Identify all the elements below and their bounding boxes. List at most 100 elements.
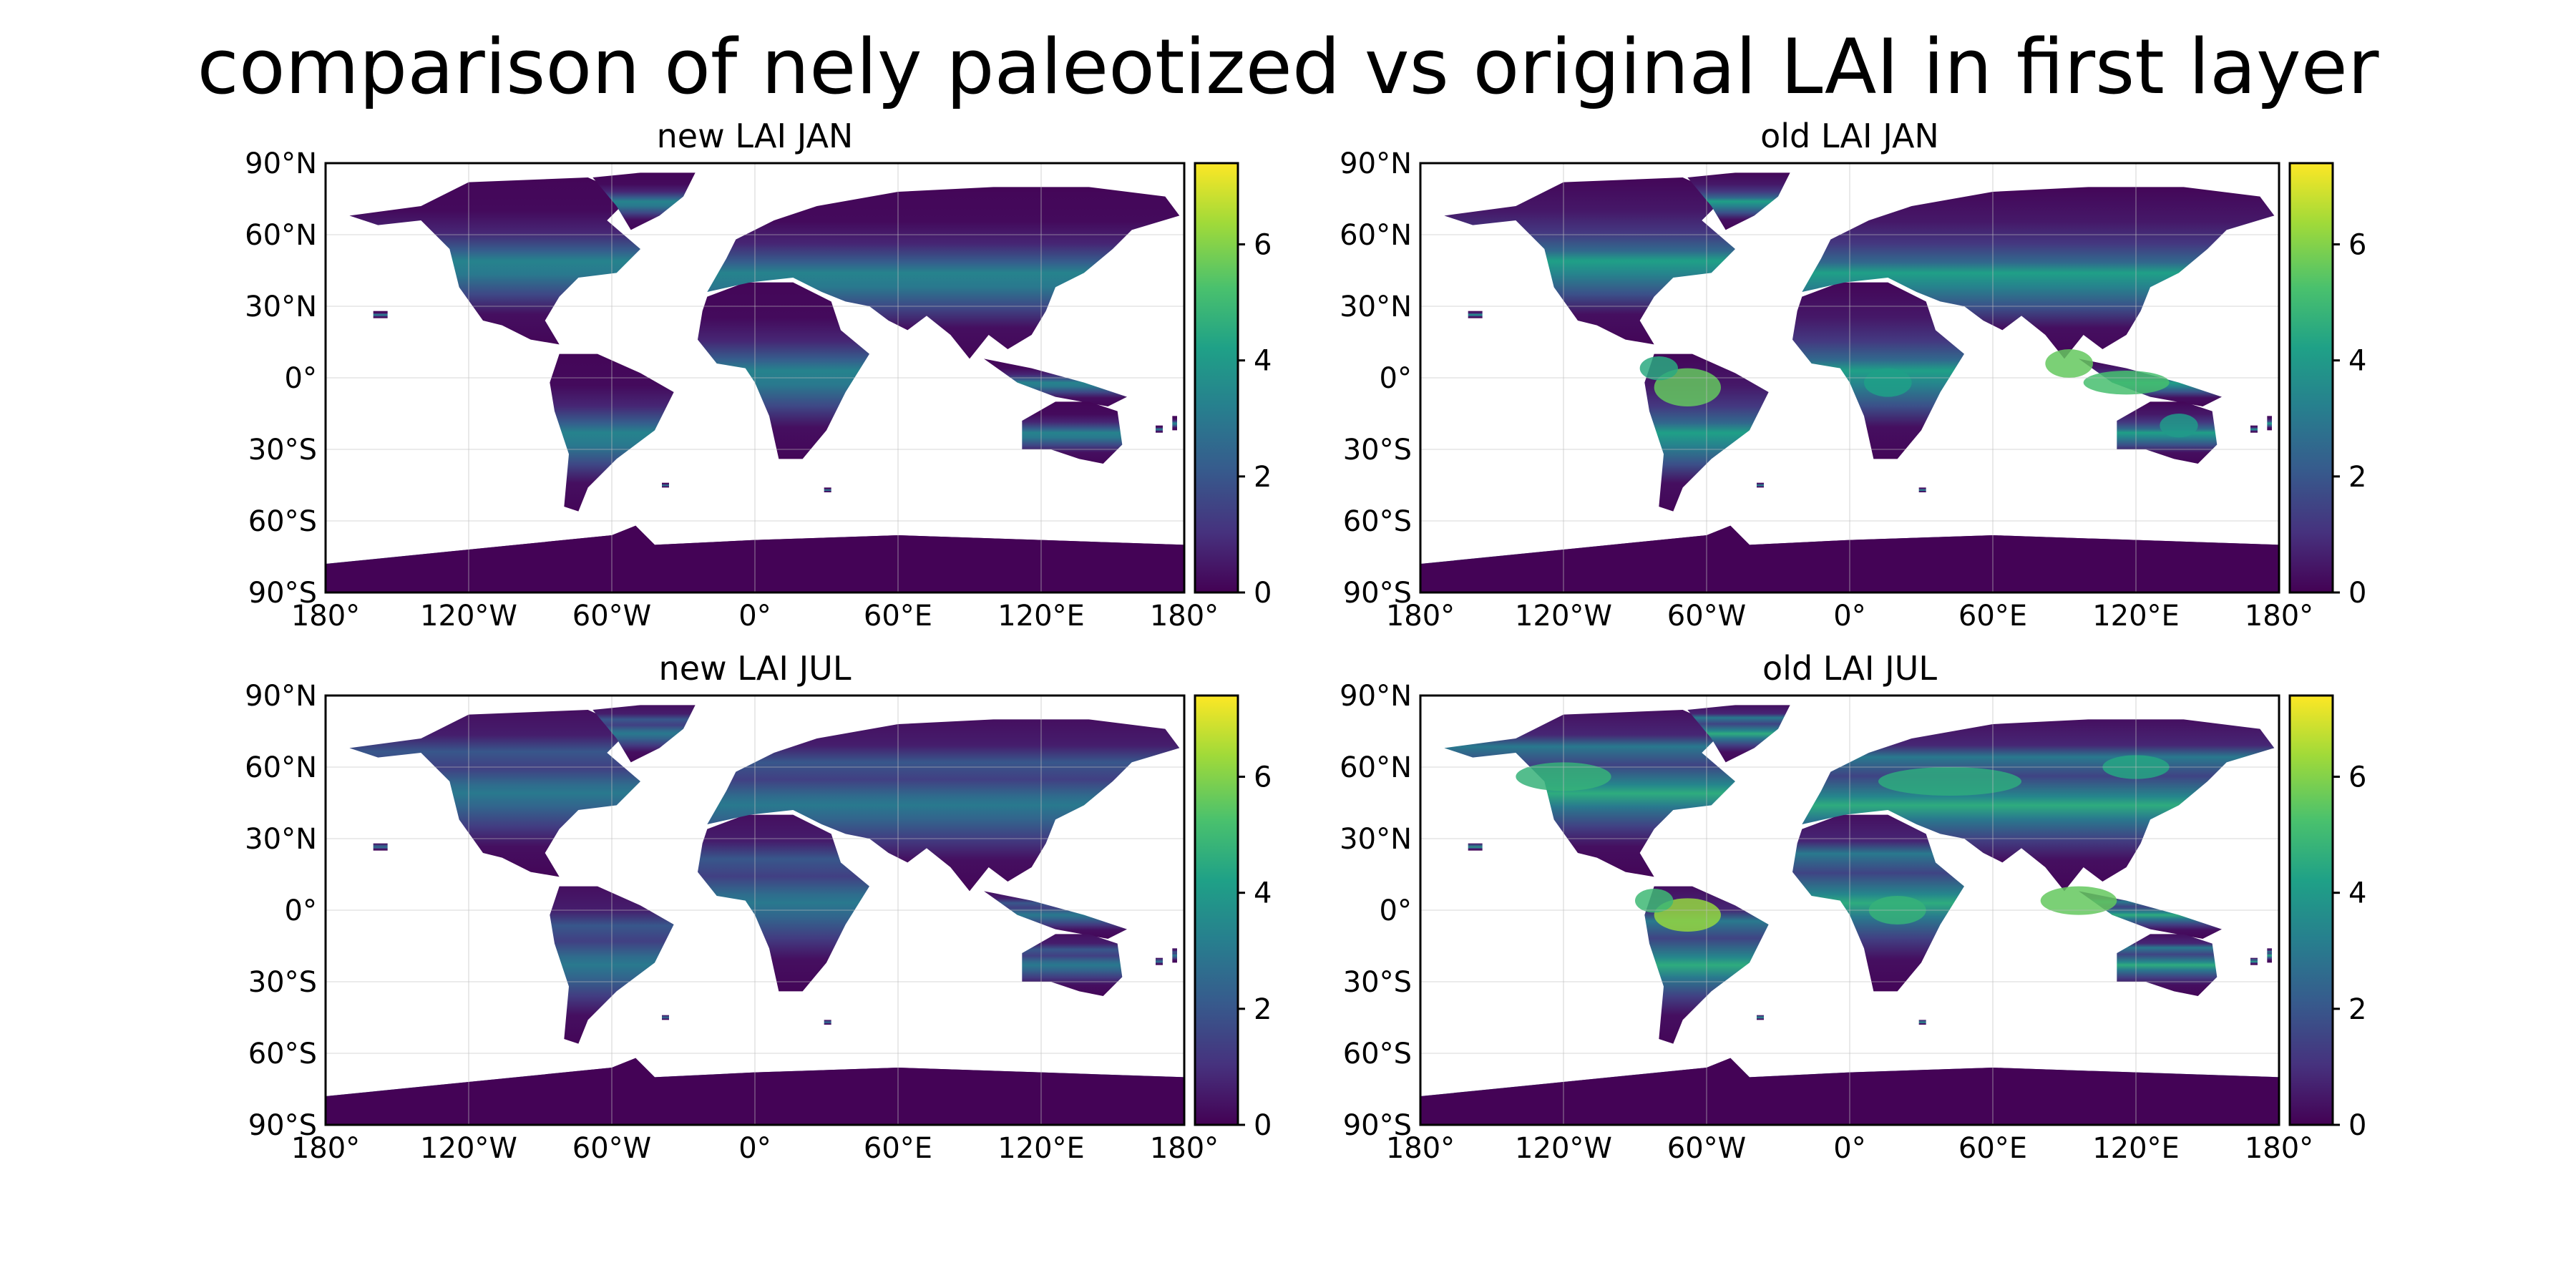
lat-tick-label: 90°N (245, 147, 317, 180)
lai-field (1420, 696, 2279, 1125)
colorbar-tick-label: 2 (1254, 993, 1272, 1026)
high-lai-patch (2160, 414, 2198, 438)
lon-tick-label: 120°E (997, 600, 1085, 633)
lat-tick-label: 0° (1380, 362, 1412, 395)
map-frame (1419, 694, 2280, 1126)
lat-tick-label: 30°S (1343, 434, 1412, 467)
lon-tick-label: 120°W (1515, 1132, 1612, 1165)
colorbar-tick-label: 2 (2348, 993, 2366, 1026)
lat-tick-label: 30°S (1343, 966, 1412, 999)
lat-tick-label: 30°N (245, 291, 317, 323)
colorbar-tick-label: 0 (1254, 1109, 1272, 1142)
lon-tick-label: 120°E (2092, 600, 2180, 633)
colorbar-tick-label: 6 (1254, 229, 1272, 262)
lai-field (326, 163, 1184, 592)
lon-tick-label: 60°E (864, 600, 932, 633)
lon-tick-label: 180° (2245, 600, 2313, 633)
high-lai-patch (1864, 368, 1912, 397)
colorbar-tick-label: 0 (2348, 1109, 2366, 1142)
lat-tick-label: 60°N (1340, 751, 1412, 784)
lat-tick-label: 90°N (1340, 680, 1412, 713)
lat-tick-label: 30°N (1340, 823, 1412, 856)
lat-tick-label: 30°S (248, 966, 317, 999)
map-panel: new LAI JAN90°N60°N30°N0°30°S60°S90°S180… (245, 117, 1272, 633)
high-lai-patch (2040, 886, 2117, 915)
lat-tick-label: 30°S (248, 434, 317, 467)
high-lai-patch (2045, 349, 2093, 378)
colorbar-tick-label: 4 (2348, 877, 2366, 910)
panel-title: old LAI JAN (1760, 117, 1939, 155)
lon-tick-label: 60°E (864, 1132, 932, 1165)
lat-tick-label: 30°N (1340, 291, 1412, 323)
lat-tick-label: 60°N (1340, 219, 1412, 252)
lon-tick-label: 120°E (2092, 1132, 2180, 1165)
lon-tick-label: 180° (1386, 600, 1455, 633)
lon-tick-label: 60°E (1958, 600, 2027, 633)
colorbar-tick-label: 6 (2348, 229, 2366, 262)
lat-tick-label: 90°N (245, 680, 317, 713)
lon-tick-label: 60°W (572, 600, 651, 633)
lon-tick-label: 180° (291, 600, 360, 633)
high-lai-patch (1878, 767, 2021, 796)
lon-tick-label: 180° (2245, 1132, 2313, 1165)
colorbar-tick-label: 4 (1254, 877, 1272, 910)
lon-tick-label: 120°W (420, 600, 517, 633)
map-frame (1419, 162, 2280, 594)
lon-tick-label: 0° (1833, 600, 1865, 633)
colorbar (1194, 694, 1239, 1126)
lon-tick-label: 180° (291, 1132, 360, 1165)
lat-tick-label: 90°N (1340, 147, 1412, 180)
lat-tick-label: 0° (285, 894, 317, 927)
colorbar-tick-label: 6 (1254, 761, 1272, 794)
lon-tick-label: 0° (738, 1132, 771, 1165)
lon-tick-label: 60°E (1958, 1132, 2027, 1165)
lat-tick-label: 90°S (1343, 577, 1412, 610)
lat-tick-label: 90°S (248, 577, 317, 610)
lat-tick-label: 90°S (1343, 1109, 1412, 1142)
colorbar (2288, 162, 2334, 594)
lat-tick-label: 0° (285, 362, 317, 395)
high-lai-patch (1639, 356, 1678, 381)
lat-tick-label: 60°S (1343, 505, 1412, 538)
lon-tick-label: 120°E (997, 1132, 1085, 1165)
colorbar (2288, 694, 2334, 1126)
lat-tick-label: 60°N (245, 751, 317, 784)
map-frame (324, 162, 1186, 594)
figure-title: comparison of nely paleotized vs origina… (197, 23, 2379, 111)
lon-tick-label: 0° (738, 600, 771, 633)
lat-tick-label: 0° (1380, 894, 1412, 927)
colorbar (1194, 162, 1239, 594)
lon-tick-label: 180° (1386, 1132, 1455, 1165)
high-lai-patch (2083, 371, 2170, 395)
panel-title: new LAI JUL (659, 649, 852, 688)
lat-tick-label: 30°N (245, 823, 317, 856)
lon-tick-label: 60°W (1667, 1132, 1746, 1165)
lat-tick-label: 60°S (248, 505, 317, 538)
lon-tick-label: 180° (1150, 600, 1219, 633)
colorbar-tick-label: 2 (2348, 461, 2366, 494)
lat-tick-label: 60°S (1343, 1038, 1412, 1070)
map-panel: new LAI JUL90°N60°N30°N0°30°S60°S90°S180… (245, 649, 1272, 1165)
lon-tick-label: 120°W (420, 1132, 517, 1165)
lai-field (1420, 163, 2279, 592)
colorbar-tick-label: 6 (2348, 761, 2366, 794)
high-lai-patch (1635, 889, 1674, 913)
lon-tick-label: 180° (1150, 1132, 1219, 1165)
high-lai-patch (1654, 898, 1721, 932)
colorbar-tick-label: 4 (2348, 345, 2366, 378)
panel-title: new LAI JAN (657, 117, 854, 155)
colorbar-tick-label: 0 (2348, 577, 2366, 610)
lat-tick-label: 90°S (248, 1109, 317, 1142)
lon-tick-label: 60°W (572, 1132, 651, 1165)
map-frame (324, 694, 1186, 1126)
colorbar-tick-label: 4 (1254, 345, 1272, 378)
map-panel: old LAI JUL90°N60°N30°N0°30°S60°S90°S180… (1340, 649, 2366, 1165)
panel-title: old LAI JUL (1762, 649, 1937, 688)
lon-tick-label: 60°W (1667, 600, 1746, 633)
lai-field (326, 696, 1184, 1125)
lon-tick-label: 120°W (1515, 600, 1612, 633)
lon-tick-label: 0° (1833, 1132, 1865, 1165)
lat-tick-label: 60°N (245, 219, 317, 252)
colorbar-tick-label: 2 (1254, 461, 1272, 494)
